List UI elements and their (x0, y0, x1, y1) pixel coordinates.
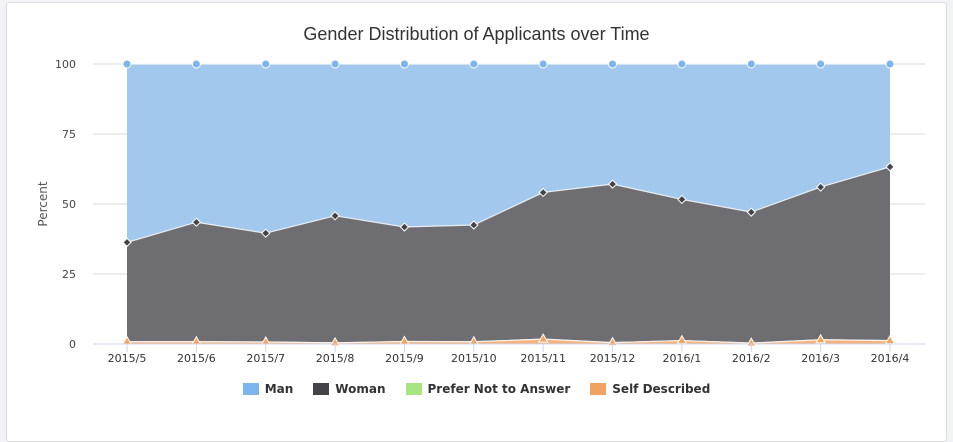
legend-swatch-woman (313, 383, 330, 395)
x-tick-label: 2015/11 (520, 352, 566, 365)
area-man (127, 64, 890, 243)
point-man[interactable] (469, 59, 479, 69)
legend-label-prefer-not: Prefer Not to Answer (427, 382, 571, 396)
point-self-described[interactable] (537, 333, 549, 343)
legend-swatch-man (242, 383, 259, 395)
point-man[interactable] (122, 59, 132, 69)
point-self-described[interactable] (815, 333, 826, 344)
point-woman[interactable] (746, 207, 756, 217)
series-markers[interactable] (121, 59, 896, 347)
x-tick-label: 2015/10 (451, 352, 497, 365)
point-woman[interactable] (122, 237, 132, 248)
y-tick-label: 0 (69, 338, 76, 351)
x-tick-label: 2016/2 (732, 352, 771, 365)
point-man[interactable] (608, 59, 618, 69)
legend-item-man[interactable]: Man (242, 382, 294, 396)
x-tick-label: 2015/9 (385, 352, 424, 365)
legend-label-woman: Woman (335, 382, 386, 396)
point-woman[interactable] (191, 217, 202, 227)
x-tick-label: 2015/6 (177, 352, 216, 365)
x-tick-label: 2016/4 (871, 352, 910, 365)
legend: Man Woman Prefer Not to Answer Self Desc… (0, 382, 953, 396)
point-man[interactable] (677, 59, 687, 69)
legend-swatch-prefer-not (405, 383, 422, 395)
point-man[interactable] (746, 59, 756, 69)
legend-item-prefer-not[interactable]: Prefer Not to Answer (405, 382, 571, 396)
x-tick-label: 2015/8 (316, 352, 355, 365)
x-tick-label: 2015/5 (108, 352, 147, 365)
legend-label-man: Man (264, 382, 294, 396)
point-woman[interactable] (607, 179, 618, 189)
x-tick-label: 2015/12 (590, 352, 636, 365)
point-man[interactable] (261, 59, 271, 69)
point-man[interactable] (538, 59, 548, 69)
x-tick-label: 2016/3 (801, 352, 840, 365)
x-tick-label: 2016/1 (663, 352, 702, 365)
point-woman[interactable] (538, 187, 548, 198)
point-man[interactable] (885, 59, 895, 69)
y-tick-label: 25 (62, 268, 76, 281)
y-tick-label: 50 (62, 198, 76, 211)
point-woman[interactable] (261, 228, 271, 238)
point-woman[interactable] (399, 222, 410, 232)
point-woman[interactable] (469, 220, 479, 230)
legend-label-self-described: Self Described (612, 382, 711, 396)
y-tick-label: 75 (62, 128, 76, 141)
point-man[interactable] (330, 59, 340, 69)
point-man[interactable] (191, 59, 201, 69)
legend-swatch-self-described (590, 383, 607, 395)
y-axis: 0 25 50 75 100 (55, 58, 76, 351)
point-woman[interactable] (885, 162, 895, 172)
point-woman[interactable] (330, 211, 340, 221)
series-areas (126, 63, 891, 344)
point-woman[interactable] (815, 182, 826, 192)
x-tick-label: 2015/7 (246, 352, 285, 365)
point-man[interactable] (816, 59, 826, 69)
legend-item-self-described[interactable]: Self Described (590, 382, 710, 396)
area-woman (127, 166, 890, 344)
point-woman[interactable] (677, 194, 687, 205)
y-tick-label: 100 (55, 58, 76, 71)
chart-title: Gender Distribution of Applicants over T… (303, 24, 650, 44)
x-axis: 2015/5 2015/6 2015/7 2015/8 2015/9 2015/10 201… (93, 343, 925, 365)
legend-item-woman[interactable]: Woman (313, 382, 386, 396)
y-axis-label: Percent (36, 181, 50, 226)
point-man[interactable] (399, 59, 409, 69)
